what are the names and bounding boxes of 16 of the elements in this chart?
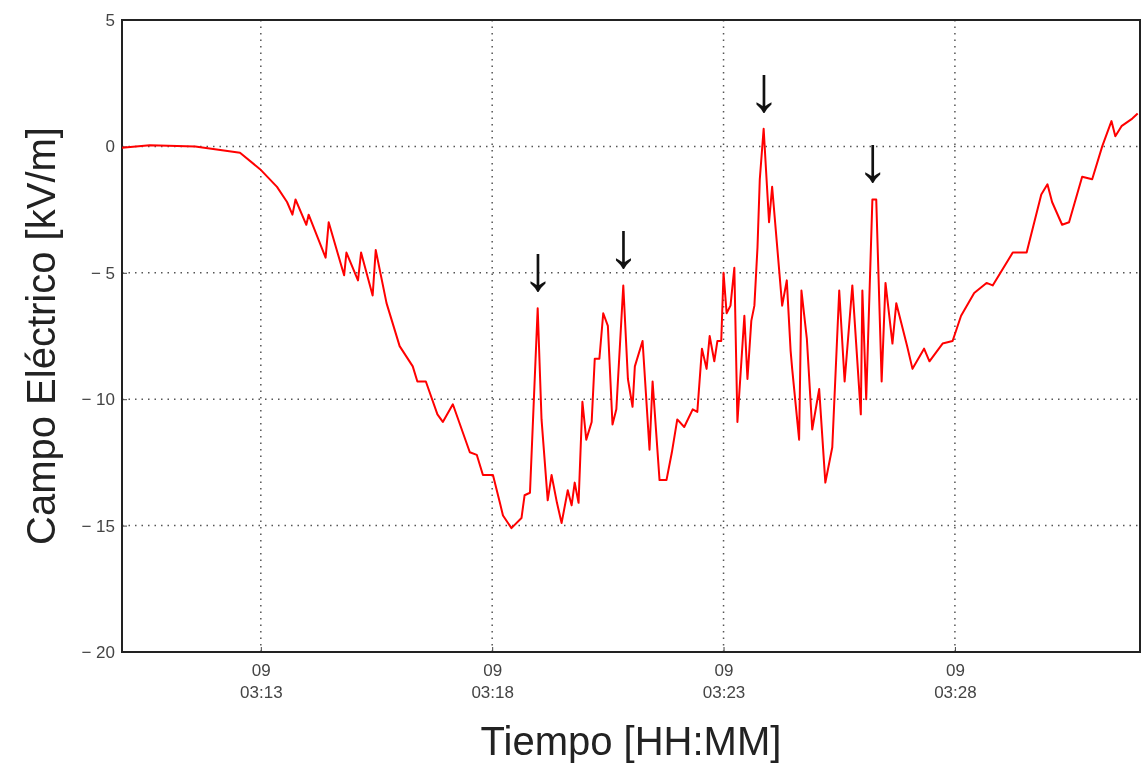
x-tick-label: 09 03:18 [471,661,514,702]
y-tick-label: − 10 [81,390,115,410]
y-tick-label: 0 [105,137,115,157]
x-axis-title: Tiempo [HH:MM] [480,719,782,763]
y-tick-label: − 15 [81,516,115,536]
y-tick-label: − 20 [81,642,115,662]
annotation: ↓ [607,209,640,282]
annotation: ↓ [521,232,554,305]
y-tick-label: − 5 [90,263,115,283]
x-tick-label: 09 03:28 [934,661,977,702]
annotation: ↓ [856,123,889,196]
x-tick-label: 09 03:23 [702,661,746,702]
y-axis-title: Campo Eléctrico [kV/m] [19,127,63,545]
y-tick-label: 5 [105,10,115,30]
annotation: ↓ [747,52,780,125]
x-tick-label: 09 03:13 [240,661,283,702]
